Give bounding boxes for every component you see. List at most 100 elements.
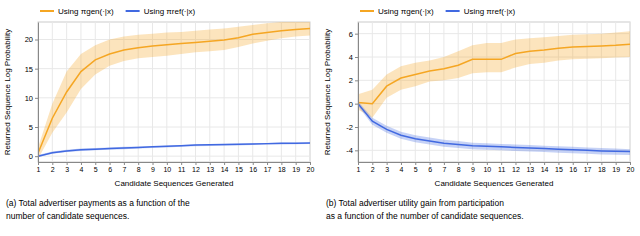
tick-mark xyxy=(372,162,373,165)
tick-label: 9 xyxy=(151,166,155,173)
tick: 17 xyxy=(584,162,592,173)
tick-mark xyxy=(67,162,68,165)
tick-label: 5 xyxy=(29,123,33,132)
tick-mark xyxy=(267,162,268,165)
tick-label: 3 xyxy=(65,166,69,173)
tick: 10 xyxy=(25,94,38,103)
tick: 17 xyxy=(264,162,272,173)
grid xyxy=(358,22,630,162)
plot-marks xyxy=(38,22,310,159)
grid-line xyxy=(358,22,359,162)
legend-item: Using πref(·|x) xyxy=(126,7,196,16)
tick-mark xyxy=(487,162,488,165)
tick-label: 20 xyxy=(25,35,33,44)
tick-label: 4 xyxy=(399,166,403,173)
tick-mark xyxy=(473,162,474,165)
tick-mark xyxy=(35,156,38,157)
tick-mark xyxy=(530,162,531,165)
tick-label: 4 xyxy=(79,166,83,173)
tick-mark xyxy=(181,162,182,165)
tick: 7 xyxy=(122,162,126,173)
tick-label: 5 xyxy=(94,166,98,173)
tick: 1 xyxy=(357,162,361,173)
axis-line xyxy=(358,23,359,163)
tick: 8 xyxy=(457,162,461,173)
tick-label: 14 xyxy=(541,166,549,173)
tick-mark xyxy=(630,162,631,165)
tick: 11 xyxy=(178,162,185,173)
grid-line xyxy=(80,22,81,162)
tick-label: 7 xyxy=(122,166,126,173)
legend-label: Using πgen(·|x) xyxy=(58,7,114,16)
grid-line xyxy=(38,156,310,157)
tick-label: 15 xyxy=(555,166,563,173)
tick-label: 12 xyxy=(512,166,520,173)
x-axis-title: Candidate Sequences Generated xyxy=(115,179,234,188)
tick-mark xyxy=(210,162,211,165)
tick: 16 xyxy=(249,162,257,173)
grid-line xyxy=(38,22,39,162)
grid-line xyxy=(400,22,401,162)
tick: 20 xyxy=(307,162,315,173)
axis-line xyxy=(39,162,311,163)
tick-mark xyxy=(355,127,358,128)
grid-line xyxy=(38,127,310,128)
tick-mark xyxy=(355,150,358,151)
line xyxy=(358,44,630,104)
tick-label: 3 xyxy=(385,166,389,173)
axis-line xyxy=(38,23,39,163)
tick: 5 xyxy=(94,162,98,173)
tick-mark xyxy=(558,162,559,165)
tick: 10 xyxy=(483,162,491,173)
tick-label: 13 xyxy=(206,166,214,173)
tick: 9 xyxy=(471,162,475,173)
tick-mark xyxy=(35,69,38,70)
tick: 13 xyxy=(206,162,214,173)
grid-line xyxy=(358,127,630,128)
grid-line xyxy=(310,22,311,162)
tick-label: 16 xyxy=(249,166,257,173)
tick-label: 6 xyxy=(108,166,112,173)
legend: Using πgen(·|x) Using πref(·|x) xyxy=(40,7,196,16)
legend-label: Using πref(·|x) xyxy=(144,7,196,16)
tick-label: 10 xyxy=(163,166,171,173)
tick-mark xyxy=(35,127,38,128)
grid-line xyxy=(472,22,473,162)
tick-label: 11 xyxy=(178,166,185,173)
band xyxy=(38,142,310,157)
legend-item: Using πgen(·|x) xyxy=(360,7,434,16)
line xyxy=(38,143,310,156)
plot-frame xyxy=(358,22,630,162)
tick-label: 14 xyxy=(221,166,229,173)
tick-label: 12 xyxy=(192,166,200,173)
legend-swatch xyxy=(446,10,460,12)
caption: number of candidate sequences. xyxy=(6,211,129,221)
y-axis-title: Returned Sequence Log Probability xyxy=(3,29,12,155)
caption: as a function of the number of candidate… xyxy=(326,211,524,221)
tick-label: 11 xyxy=(498,166,505,173)
tick: 4 xyxy=(349,53,358,62)
tick-mark xyxy=(52,162,53,165)
legend: Using πgen(·|x)Using πref(·|x) xyxy=(360,7,516,16)
y-axis: 0 5 10 15 20 xyxy=(25,23,39,163)
band xyxy=(38,22,310,159)
tick-label: 0 xyxy=(349,100,353,109)
tick: 2 xyxy=(51,162,55,173)
tick: 0 xyxy=(29,152,38,161)
grid-line xyxy=(358,33,630,34)
tick-mark xyxy=(544,162,545,165)
tick-mark xyxy=(515,162,516,165)
tick-mark xyxy=(601,162,602,165)
tick-label: 15 xyxy=(25,65,33,74)
panel: 123456789101112131415161718192005101520C… xyxy=(3,7,314,221)
caption: (a) Total advertiser payments as a funct… xyxy=(6,198,190,208)
tick-mark xyxy=(253,162,254,165)
grid-line xyxy=(38,97,310,98)
tick-label: -4 xyxy=(346,146,353,155)
tick: 4 xyxy=(79,162,83,173)
grid-line xyxy=(358,103,630,104)
tick-label: 7 xyxy=(442,166,446,173)
band xyxy=(358,101,630,155)
tick-mark xyxy=(238,162,239,165)
legend-swatch xyxy=(126,10,140,12)
